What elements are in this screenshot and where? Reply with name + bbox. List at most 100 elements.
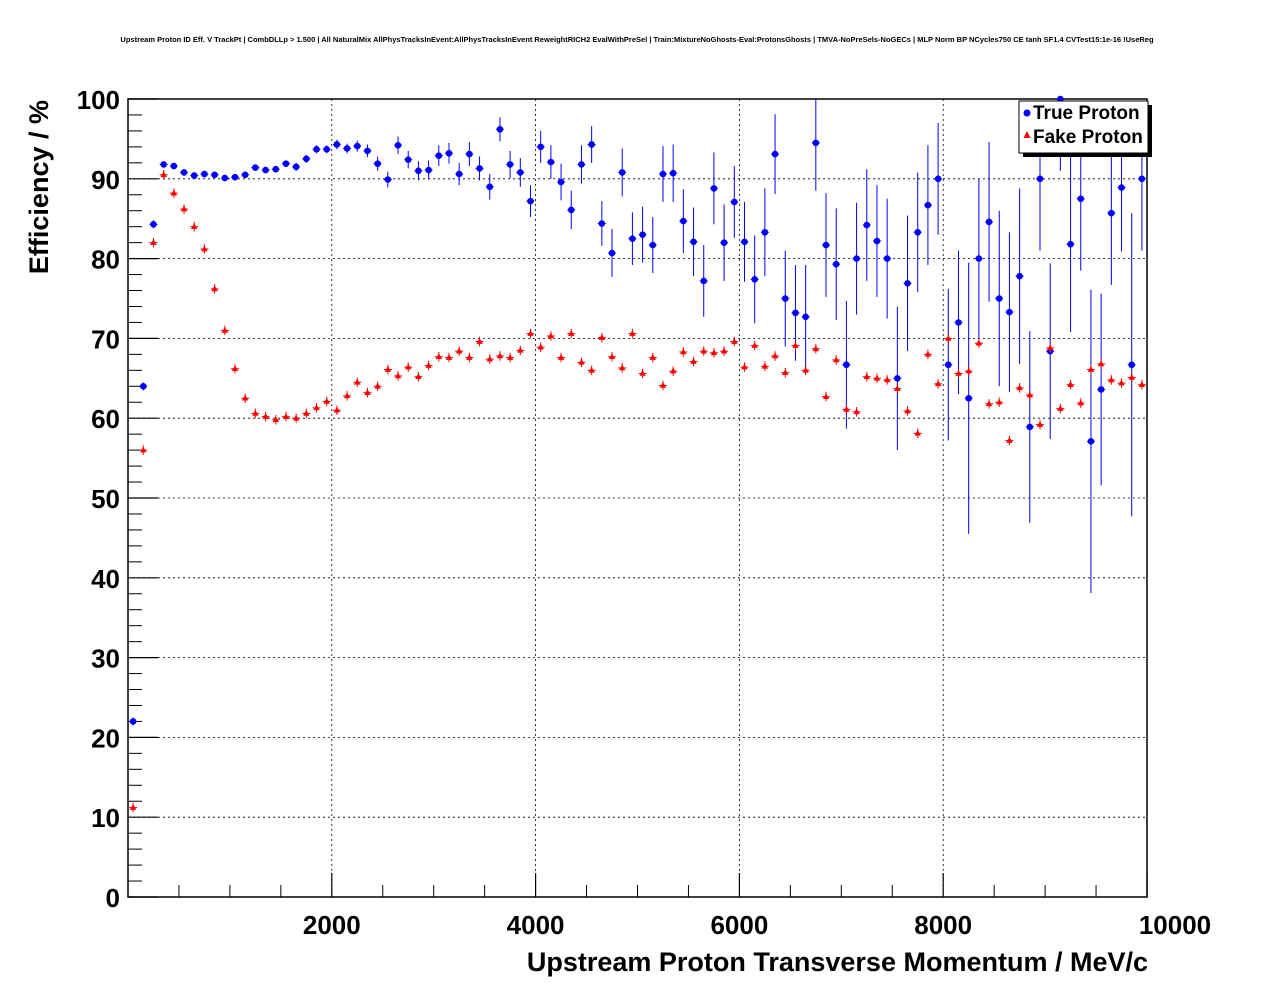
data-point: [1057, 405, 1064, 411]
data-point: [231, 365, 239, 372]
data-point: [741, 238, 748, 246]
data-point: [965, 394, 972, 402]
data-point: [731, 338, 738, 344]
data-point: [649, 354, 656, 360]
data-series: [129, 95, 1146, 813]
data-point: [608, 249, 616, 257]
legend-box: [1018, 100, 1149, 154]
data-point: [333, 141, 341, 148]
data-point: [323, 145, 331, 153]
data-point: [914, 429, 921, 436]
data-point: [598, 334, 606, 340]
data-point: [945, 334, 952, 341]
data-point: [201, 245, 208, 252]
data-point: [659, 381, 667, 388]
data-point: [1026, 423, 1034, 431]
data-point: [996, 398, 1003, 405]
data-point: [476, 165, 483, 172]
data-point: [659, 170, 667, 178]
x-tick-label: 8000: [914, 910, 972, 940]
data-point: [486, 355, 493, 362]
data-point: [975, 255, 983, 262]
data-point: [547, 332, 555, 339]
data-point: [700, 347, 707, 354]
data-point: [364, 147, 371, 155]
data-point: [1046, 344, 1054, 351]
data-point: [537, 143, 544, 151]
data-point: [557, 178, 565, 186]
data-point: [720, 347, 728, 354]
data-point: [445, 149, 453, 157]
data-point: [262, 413, 269, 419]
data-point: [282, 160, 290, 167]
data-point: [883, 376, 891, 383]
data-point: [221, 326, 229, 333]
data-point: [975, 339, 983, 346]
data-point: [802, 366, 809, 373]
data-point: [343, 392, 351, 399]
data-point: [1097, 386, 1105, 393]
data-point: [822, 241, 830, 249]
data-point: [985, 218, 993, 226]
data-point: [517, 346, 524, 353]
data-point: [669, 367, 677, 374]
data-point: [374, 382, 381, 389]
data-point: [211, 171, 218, 179]
data-point: [1016, 384, 1023, 391]
data-point: [1118, 184, 1125, 191]
data-point: [843, 405, 850, 412]
data-point: [241, 394, 249, 401]
data-point: [425, 166, 432, 174]
data-point: [894, 375, 901, 382]
data-point: [150, 220, 157, 228]
data-point: [1138, 381, 1146, 387]
data-point: [1077, 399, 1084, 406]
data-point: [965, 367, 972, 374]
data-point: [160, 171, 167, 178]
data-point: [1006, 437, 1013, 443]
data-point: [354, 378, 361, 385]
data-point: [639, 370, 646, 376]
data-point: [771, 352, 779, 359]
data-point: [761, 362, 769, 369]
data-point: [649, 241, 657, 249]
data-point: [394, 372, 402, 379]
data-point: [934, 175, 942, 183]
y-axis-title: Efficiency / %: [24, 100, 54, 274]
data-point: [792, 342, 799, 348]
y-tick-label: 50: [91, 484, 120, 514]
data-point: [170, 162, 178, 170]
data-point: [292, 163, 300, 171]
data-point: [843, 361, 850, 369]
data-point: [955, 319, 962, 326]
data-point: [455, 170, 463, 178]
data-point: [731, 198, 738, 206]
data-point: [782, 369, 789, 376]
axes: 2000 4000 6000 8000 10000 0 10 20 30 40 50 60 70 80 90…: [77, 85, 1212, 940]
data-point: [781, 295, 789, 302]
data-point: [323, 397, 330, 404]
data-point: [751, 342, 758, 348]
data-point: [160, 161, 167, 168]
data-point: [547, 158, 555, 166]
data-point: [741, 363, 748, 370]
data-point: [415, 373, 422, 380]
data-point: [904, 407, 911, 414]
data-point: [140, 446, 147, 453]
y-tick-label: 20: [91, 723, 120, 753]
data-point: [680, 348, 687, 355]
data-point: [221, 174, 229, 182]
data-point: [1026, 391, 1034, 398]
data-point: [832, 260, 840, 268]
data-point: [1138, 175, 1146, 183]
data-point: [680, 217, 687, 225]
data-point: [415, 167, 422, 175]
data-point: [578, 358, 585, 365]
data-point: [1118, 379, 1125, 386]
data-point: [985, 400, 993, 407]
data-point: [394, 141, 402, 149]
data-point: [313, 145, 320, 153]
x-tick-label: 2000: [303, 910, 361, 940]
data-point: [1067, 240, 1074, 248]
